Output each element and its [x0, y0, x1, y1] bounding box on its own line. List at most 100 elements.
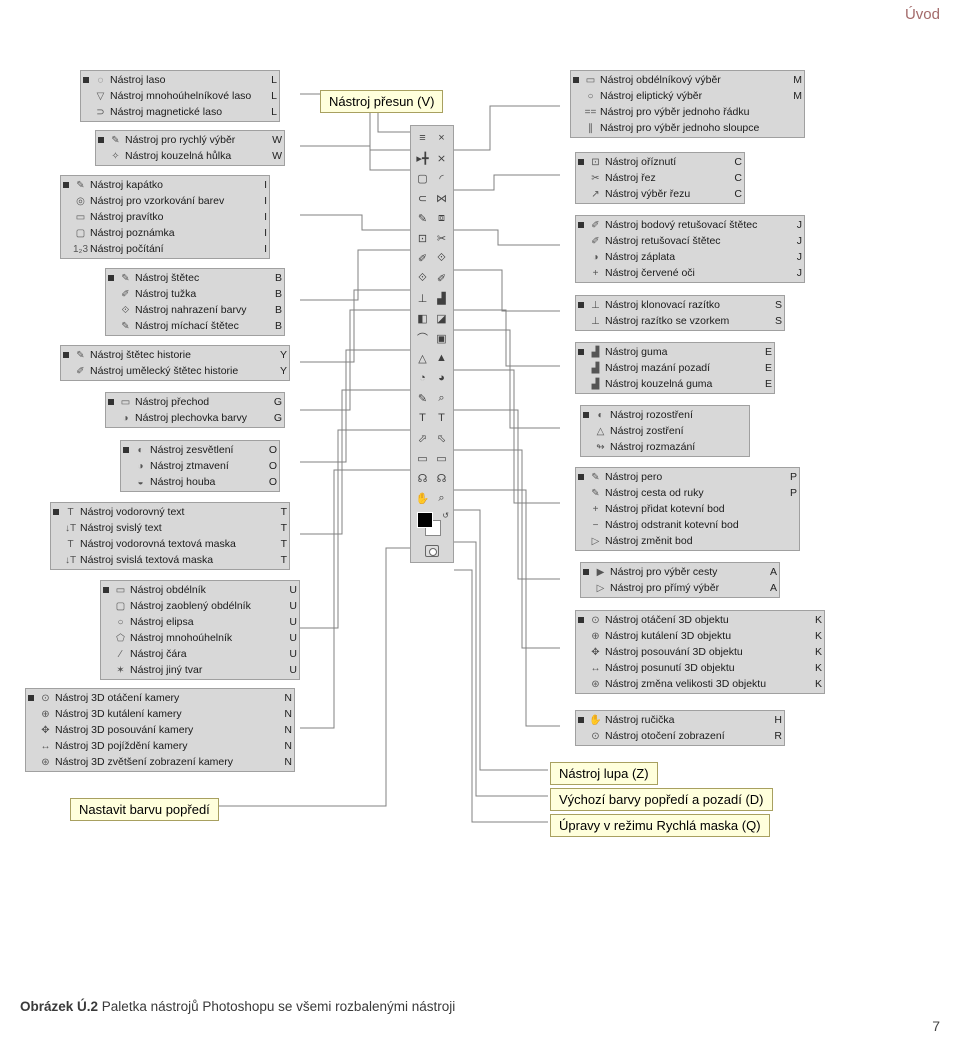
tool-icon[interactable]: ▣	[432, 328, 451, 348]
tool-icon[interactable]: ⬀	[413, 428, 432, 448]
tool-flyout-row[interactable]: ↓TNástroj svislý textT	[53, 520, 287, 536]
tool-flyout-row[interactable]: ↔Nástroj posunutí 3D objektuK	[578, 660, 822, 676]
tool-flyout-row[interactable]: ✥Nástroj posouvání 3D objektuK	[578, 644, 822, 660]
tool-icon[interactable]: ⊥	[413, 288, 432, 308]
tool-flyout-row[interactable]: ✎Nástroj cesta od rukyP	[578, 485, 797, 501]
tool-flyout-row[interactable]: ✋Nástroj ručičkaH	[578, 712, 782, 728]
tool-flyout-row[interactable]: ✎Nástroj kapátkoI	[63, 177, 267, 193]
tool-icon[interactable]: ✐	[413, 248, 432, 268]
tool-flyout-row[interactable]: ↗Nástroj výběr řezuC	[578, 186, 742, 202]
tool-flyout-row[interactable]: ✎Nástroj pro rychlý výběrW	[98, 132, 282, 148]
tool-flyout-row[interactable]: ▟Nástroj kouzelná gumaE	[578, 376, 772, 392]
tool-flyout-row[interactable]: ✐Nástroj tužkaB	[108, 286, 282, 302]
tool-icon[interactable]: ⌕	[432, 488, 451, 508]
tool-icon[interactable]: ▭	[432, 448, 451, 468]
tool-icon[interactable]: ◜	[432, 168, 451, 188]
tool-icon[interactable]: ⌒	[413, 328, 432, 348]
tool-flyout-row[interactable]: ⊕Nástroj kutálení 3D objektuK	[578, 628, 822, 644]
tool-flyout-row[interactable]: TNástroj vodorovná textová maskaT	[53, 536, 287, 552]
tool-flyout-row[interactable]: ✎Nástroj peroP	[578, 469, 797, 485]
tool-icon[interactable]: ▭	[413, 448, 432, 468]
tool-flyout-row[interactable]: ↔Nástroj 3D pojíždění kameryN	[28, 738, 292, 754]
tool-flyout-row[interactable]: ▢Nástroj poznámkaI	[63, 225, 267, 241]
tool-flyout-row[interactable]: ⊙Nástroj otáčení 3D objektuK	[578, 612, 822, 628]
tool-flyout-row[interactable]: ⟐Nástroj nahrazení barvyB	[108, 302, 282, 318]
color-swatches[interactable]: ↺	[413, 510, 451, 540]
tool-icon[interactable]: ⌕	[432, 388, 451, 408]
tool-icon[interactable]: T	[413, 408, 432, 428]
tool-icon[interactable]: ◧	[413, 308, 432, 328]
tool-icon[interactable]: ⨯	[432, 148, 451, 168]
tool-flyout-row[interactable]: ○Nástroj eliptický výběrM	[573, 88, 802, 104]
tool-flyout-row[interactable]: 1₂3Nástroj počítáníI	[63, 241, 267, 257]
tool-flyout-row[interactable]: ▟Nástroj gumaE	[578, 344, 772, 360]
tool-icon[interactable]: ⟐	[432, 248, 451, 268]
tool-flyout-row[interactable]: TNástroj vodorovný textT	[53, 504, 287, 520]
tool-flyout-row[interactable]: ✐Nástroj bodový retušovací štětecJ	[578, 217, 802, 233]
tool-flyout-row[interactable]: △Nástroj zostření	[583, 423, 747, 439]
tool-flyout-row[interactable]: −Nástroj odstranit kotevní bod	[578, 517, 797, 533]
tool-icon[interactable]: ◪	[432, 308, 451, 328]
tool-icon[interactable]: ◕	[432, 368, 451, 388]
tool-icon[interactable]: ⧈	[432, 208, 451, 228]
tool-flyout-row[interactable]: ↓TNástroj svislá textová maskaT	[53, 552, 287, 568]
tool-icon[interactable]: ⋈	[432, 188, 451, 208]
tool-flyout-row[interactable]: ◒Nástroj houbaO	[123, 474, 277, 490]
tool-icon[interactable]: ⬁	[432, 428, 451, 448]
tool-icon[interactable]: ✂	[432, 228, 451, 248]
tool-flyout-row[interactable]: ✶Nástroj jiný tvarU	[103, 662, 297, 678]
tool-icon[interactable]: ☊	[432, 468, 451, 488]
tool-flyout-row[interactable]: ⊃Nástroj magnetické lasoL	[83, 104, 277, 120]
tool-flyout-row[interactable]: ✥Nástroj 3D posouvání kameryN	[28, 722, 292, 738]
tool-icon[interactable]: ▲	[432, 348, 451, 368]
tool-flyout-row[interactable]: ⊙Nástroj otočení zobrazeníR	[578, 728, 782, 744]
tool-flyout-row[interactable]: ⊛Nástroj změna velikosti 3D objektuK	[578, 676, 822, 692]
tool-flyout-row[interactable]: ▟Nástroj mazání pozadíE	[578, 360, 772, 376]
tool-flyout-row[interactable]: ▢Nástroj zaoblený obdélníkU	[103, 598, 297, 614]
tool-icon[interactable]: ⊂	[413, 188, 432, 208]
tool-flyout-row[interactable]: ⬠Nástroj mnohoúhelníkU	[103, 630, 297, 646]
tool-flyout-row[interactable]: ⊥Nástroj razítko se vzorkemS	[578, 313, 782, 329]
tool-icon[interactable]: ▢	[413, 168, 432, 188]
tool-flyout-row[interactable]: ⊙Nástroj 3D otáčení kameryN	[28, 690, 292, 706]
tool-flyout-row[interactable]: ○Nástroj elipsaU	[103, 614, 297, 630]
tool-flyout-row[interactable]: ▶Nástroj pro výběr cestyA	[583, 564, 777, 580]
tool-icon[interactable]: ☊	[413, 468, 432, 488]
tool-flyout-row[interactable]: ◌Nástroj lasoL	[83, 72, 277, 88]
tool-flyout-row[interactable]: ==Nástroj pro výběr jednoho řádku	[573, 104, 802, 120]
tool-flyout-row[interactable]: ◐Nástroj rozostření	[583, 407, 747, 423]
tool-flyout-row[interactable]: ◑Nástroj plechovka barvyG	[108, 410, 282, 426]
tool-flyout-row[interactable]: ↬Nástroj rozmazání	[583, 439, 747, 455]
tool-flyout-row[interactable]: ✧Nástroj kouzelná hůlkaW	[98, 148, 282, 164]
tool-flyout-row[interactable]: ◎Nástroj pro vzorkování barevI	[63, 193, 267, 209]
tool-flyout-row[interactable]: +Nástroj přidat kotevní bod	[578, 501, 797, 517]
tool-icon[interactable]: ⟐	[413, 268, 432, 288]
tool-flyout-row[interactable]: ⊡Nástroj oříznutíC	[578, 154, 742, 170]
tool-icon[interactable]: ✎	[413, 388, 432, 408]
tool-flyout-row[interactable]: ▭Nástroj přechodG	[108, 394, 282, 410]
tool-flyout-row[interactable]: ✂Nástroj řezC	[578, 170, 742, 186]
tool-flyout-row[interactable]: ▭Nástroj pravítkoI	[63, 209, 267, 225]
tool-icon[interactable]: △	[413, 348, 432, 368]
tool-flyout-row[interactable]: ∥Nástroj pro výběr jednoho sloupce	[573, 120, 802, 136]
tool-flyout-row[interactable]: ▷Nástroj změnit bod	[578, 533, 797, 549]
tool-flyout-row[interactable]: ✎Nástroj štětec historieY	[63, 347, 287, 363]
tool-flyout-row[interactable]: ⊕Nástroj 3D kutálení kameryN	[28, 706, 292, 722]
tool-flyout-row[interactable]: ✎Nástroj štětecB	[108, 270, 282, 286]
tool-icon[interactable]: ◔	[413, 368, 432, 388]
tool-flyout-row[interactable]: ▷Nástroj pro přímý výběrA	[583, 580, 777, 596]
tool-icon[interactable]: ▟	[432, 288, 451, 308]
tool-flyout-row[interactable]: ▽Nástroj mnohoúhelníkové lasoL	[83, 88, 277, 104]
tool-flyout-row[interactable]: ⊥Nástroj klonovací razítkoS	[578, 297, 782, 313]
tool-flyout-row[interactable]: ✎Nástroj míchací štětecB	[108, 318, 282, 334]
tool-flyout-row[interactable]: ▭Nástroj obdélníkU	[103, 582, 297, 598]
tool-icon[interactable]: ✎	[413, 208, 432, 228]
tool-flyout-row[interactable]: +Nástroj červené očiJ	[578, 265, 802, 281]
tool-flyout-row[interactable]: ✐Nástroj umělecký štětec historieY	[63, 363, 287, 379]
tool-flyout-row[interactable]: ⊛Nástroj 3D zvětšení zobrazení kameryN	[28, 754, 292, 770]
tool-icon[interactable]: ▸╋	[413, 148, 432, 168]
tool-icon[interactable]: T	[432, 408, 451, 428]
tool-flyout-row[interactable]: ▭Nástroj obdélníkový výběrM	[573, 72, 802, 88]
tbx-close[interactable]: ×	[432, 128, 451, 148]
tool-flyout-row[interactable]: ◐Nástroj zesvětleníO	[123, 442, 277, 458]
